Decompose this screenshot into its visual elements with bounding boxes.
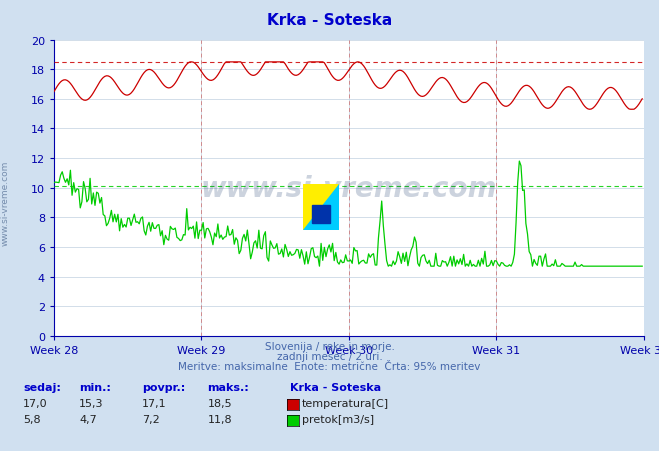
Text: 17,0: 17,0 [23,398,47,408]
Text: 15,3: 15,3 [79,398,103,408]
Text: 4,7: 4,7 [79,414,97,423]
Text: 18,5: 18,5 [208,398,232,408]
Text: Krka - Soteska: Krka - Soteska [267,13,392,28]
Text: zadnji mesec / 2 uri.: zadnji mesec / 2 uri. [277,351,382,361]
Polygon shape [303,185,339,230]
Text: Meritve: maksimalne  Enote: metrične  Črta: 95% meritev: Meritve: maksimalne Enote: metrične Črta… [179,361,480,371]
Text: sedaj:: sedaj: [23,382,61,392]
Text: min.:: min.: [79,382,111,392]
Polygon shape [312,205,330,223]
Text: 17,1: 17,1 [142,398,166,408]
Text: Krka - Soteska: Krka - Soteska [290,382,381,392]
Text: temperatura[C]: temperatura[C] [302,398,389,408]
Text: 7,2: 7,2 [142,414,159,423]
Polygon shape [303,185,339,230]
Text: www.si-vreme.com: www.si-vreme.com [201,175,497,202]
Text: pretok[m3/s]: pretok[m3/s] [302,414,374,423]
Text: povpr.:: povpr.: [142,382,185,392]
Text: 11,8: 11,8 [208,414,232,423]
Text: maks.:: maks.: [208,382,249,392]
Text: 5,8: 5,8 [23,414,41,423]
Text: Slovenija / reke in morje.: Slovenija / reke in morje. [264,341,395,351]
Text: www.si-vreme.com: www.si-vreme.com [1,161,10,245]
